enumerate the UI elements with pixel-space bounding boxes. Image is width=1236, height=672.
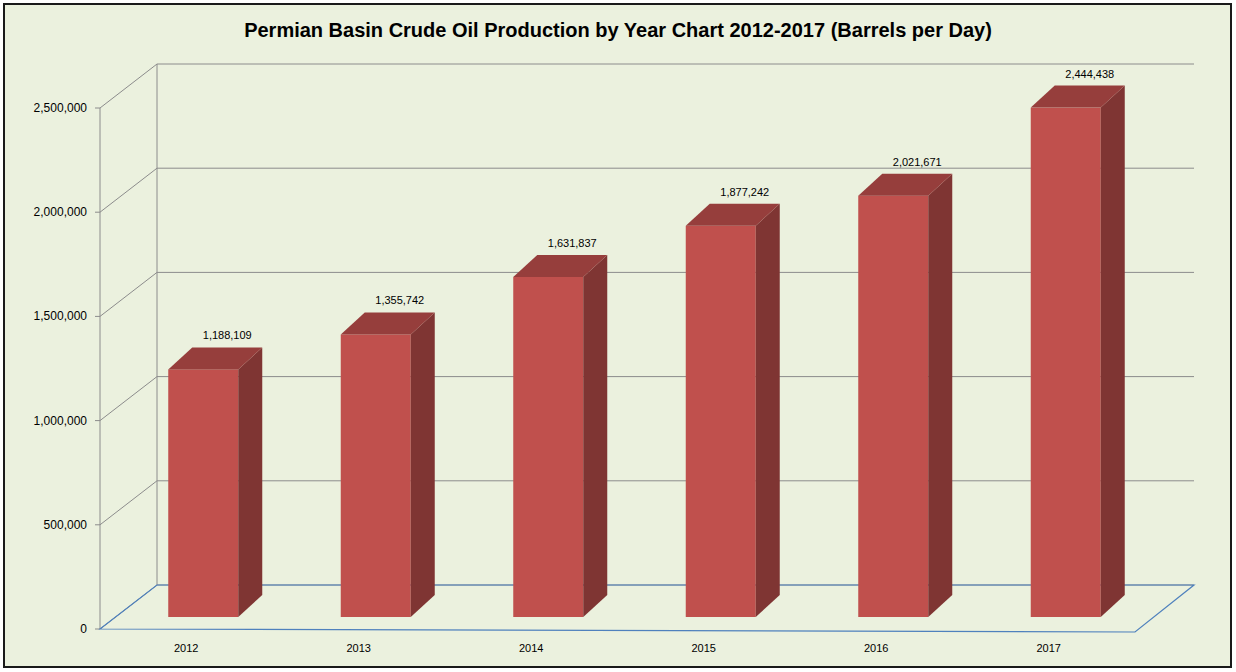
bars bbox=[168, 86, 1125, 617]
data-label: 1,877,242 bbox=[720, 186, 769, 198]
bar-top bbox=[858, 174, 952, 196]
y-tick-label: 500,000 bbox=[44, 518, 88, 532]
bar-top bbox=[341, 312, 435, 334]
bar-side bbox=[756, 204, 780, 617]
y-tick-label: 1,500,000 bbox=[34, 309, 88, 323]
grid-line bbox=[100, 481, 1194, 525]
y-tick bbox=[95, 420, 100, 421]
y-tick-label: 0 bbox=[80, 622, 87, 636]
y-tick-label: 2,000,000 bbox=[34, 205, 88, 219]
chart-root: Permian Basin Crude Oil Production by Ye… bbox=[0, 0, 1236, 672]
bar-side bbox=[928, 174, 952, 617]
data-label: 2,444,438 bbox=[1065, 68, 1114, 80]
back-wall-edge bbox=[157, 64, 158, 585]
bar-front bbox=[686, 226, 756, 617]
bar-side bbox=[583, 255, 607, 617]
x-tick-label: 2013 bbox=[347, 642, 371, 654]
bar-front bbox=[513, 277, 583, 617]
data-label: 1,355,742 bbox=[375, 294, 424, 306]
x-tick-label: 2015 bbox=[692, 642, 716, 654]
bar-top bbox=[168, 347, 262, 369]
grid-line bbox=[100, 377, 1194, 421]
x-tick-label: 2012 bbox=[174, 642, 198, 654]
bar-side bbox=[1101, 86, 1125, 617]
bar-front bbox=[1031, 108, 1101, 617]
data-label: 1,631,837 bbox=[548, 237, 597, 249]
bar-top bbox=[686, 204, 780, 226]
bar-side bbox=[238, 347, 262, 617]
data-label: 1,188,109 bbox=[203, 329, 252, 341]
x-tick-label: 2014 bbox=[519, 642, 543, 654]
labels: 1,188,109 2012 1,355,742 2013 1,631,837 2014 1… bbox=[174, 68, 1114, 654]
grid-line bbox=[100, 64, 1194, 108]
bar bbox=[341, 312, 435, 617]
y-tick-label: 1,000,000 bbox=[34, 414, 88, 428]
x-tick-label: 2016 bbox=[864, 642, 888, 654]
grid-line bbox=[100, 272, 1194, 316]
floor bbox=[100, 585, 1194, 632]
chart-area bbox=[4, 4, 1231, 667]
title: Permian Basin Crude Oil Production by Ye… bbox=[244, 19, 992, 41]
y-axis-line bbox=[100, 108, 101, 629]
y-tick bbox=[95, 108, 100, 109]
page-background bbox=[0, 0, 1236, 672]
bar bbox=[513, 255, 607, 617]
y-tick bbox=[95, 316, 100, 317]
bar bbox=[858, 174, 952, 617]
bar-top bbox=[513, 255, 607, 277]
chart: Permian Basin Crude Oil Production by Ye… bbox=[0, 0, 1236, 672]
bar-front bbox=[168, 369, 238, 617]
x-tick-label: 2017 bbox=[1037, 642, 1061, 654]
bar-side bbox=[411, 312, 435, 617]
bar bbox=[686, 204, 780, 617]
grid-line bbox=[100, 585, 1194, 629]
bar-front bbox=[341, 334, 411, 617]
bar bbox=[168, 347, 262, 617]
bar-top bbox=[1031, 86, 1125, 108]
y-tick bbox=[95, 212, 100, 213]
y-tick-label: 2,500,000 bbox=[34, 101, 88, 115]
grid-line bbox=[100, 168, 1194, 212]
y-tick bbox=[95, 524, 100, 525]
bar-front bbox=[858, 196, 928, 617]
data-label: 2,021,671 bbox=[893, 156, 942, 168]
bar bbox=[1031, 86, 1125, 617]
